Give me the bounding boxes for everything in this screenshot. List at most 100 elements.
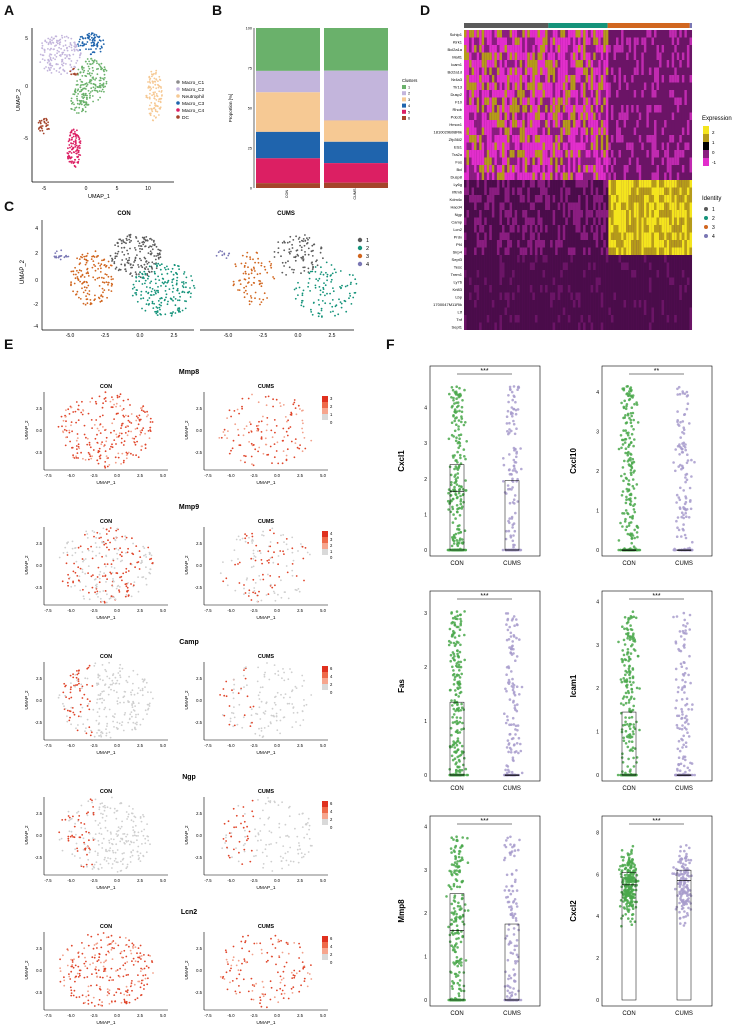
cell-point <box>86 58 89 60</box>
heatmap-cell <box>583 142 586 150</box>
cell-point <box>100 295 102 297</box>
heatmap-cell <box>666 75 670 83</box>
heatmap-cell <box>481 195 485 203</box>
heatmap-cell <box>524 120 528 128</box>
heatmap-cell <box>613 135 617 143</box>
heatmap-cell <box>524 37 528 45</box>
cell-point <box>102 277 105 280</box>
heatmap-cell <box>560 210 563 218</box>
heatmap-cell <box>512 270 515 278</box>
heatmap-cell <box>654 97 657 105</box>
heatmap-cell <box>631 82 634 90</box>
heatmap-cell <box>631 60 634 68</box>
heatmap-cell <box>534 60 538 68</box>
heatmap-cell <box>494 210 497 218</box>
heatmap-cell <box>545 135 548 143</box>
heatmap-cell <box>603 232 606 240</box>
heatmap-cell <box>638 195 642 203</box>
heatmap-cell <box>524 247 528 255</box>
heatmap-cell <box>656 307 660 315</box>
heatmap-cell <box>489 97 492 105</box>
heatmap-cell <box>661 180 665 188</box>
cell-point <box>90 57 92 60</box>
cell-point <box>43 49 46 52</box>
heatmap-cell <box>562 67 566 75</box>
heatmap-cell <box>583 52 586 60</box>
heatmap-cell <box>542 30 546 38</box>
heatmap-cell <box>552 60 556 68</box>
heatmap-cell <box>527 45 530 53</box>
heatmap-cell <box>656 232 660 240</box>
heatmap-cell <box>671 232 675 240</box>
cell-point <box>123 246 126 249</box>
heatmap-cell <box>565 300 568 308</box>
heatmap-cell <box>496 240 500 248</box>
heatmap-cell <box>600 52 604 60</box>
heatmap-cell <box>560 82 563 90</box>
heatmap-cell <box>524 97 528 105</box>
cell-point <box>178 299 181 302</box>
heatmap-cell <box>570 187 573 195</box>
heatmap-cell <box>674 67 677 75</box>
heatmap-cell <box>664 322 667 330</box>
heatmap-cell <box>486 262 490 270</box>
heatmap-cell <box>585 172 589 180</box>
heatmap-cell <box>502 307 505 315</box>
heatmap-cell <box>603 247 606 255</box>
cell-point <box>65 35 68 38</box>
heatmap-cell <box>659 120 662 128</box>
heatmap-cell <box>674 165 677 173</box>
heatmap-cell <box>648 67 652 75</box>
heatmap-cell <box>489 127 492 135</box>
cell-point <box>76 276 79 278</box>
heatmap-cell <box>603 262 606 270</box>
cell-point <box>185 281 187 284</box>
heatmap-cell <box>613 300 617 308</box>
heatmap-cell <box>469 172 472 180</box>
heatmap-cell <box>605 202 609 210</box>
heatmap-cell <box>570 75 573 83</box>
heatmap-cell <box>590 105 594 113</box>
heatmap-cell <box>603 195 606 203</box>
heatmap-cell <box>580 285 584 293</box>
heatmap-cell <box>598 165 601 173</box>
heatmap-cell <box>527 52 530 60</box>
panel-label-e: E <box>4 336 14 352</box>
heatmap-cell <box>613 82 617 90</box>
heatmap-cell <box>550 262 553 270</box>
heatmap-cell <box>542 210 546 218</box>
heatmap-cell <box>529 105 533 113</box>
heatmap-cell <box>491 135 495 143</box>
heatmap-cell <box>507 90 510 98</box>
heatmap-cell <box>540 67 543 75</box>
heatmap-cell <box>496 165 500 173</box>
heatmap-cell <box>565 180 568 188</box>
cell-point <box>90 42 93 44</box>
cell-point <box>73 93 76 96</box>
heatmap-cell <box>686 172 690 180</box>
bar-segment <box>324 182 388 188</box>
heatmap-cell <box>623 75 627 83</box>
heatmap-cell <box>489 202 492 210</box>
heatmap-cell <box>626 142 629 150</box>
heatmap-cell <box>679 75 682 83</box>
heatmap-cell <box>656 195 660 203</box>
heatmap-cell <box>540 315 543 323</box>
heatmap-cell <box>603 300 606 308</box>
heatmap-cell <box>656 60 660 68</box>
heatmap-cell <box>646 210 649 218</box>
cell-point <box>66 55 68 58</box>
cell-point <box>47 37 50 40</box>
heatmap-cell <box>654 277 657 285</box>
heatmap-cell <box>623 97 627 105</box>
heatmap-cell <box>671 255 675 263</box>
heatmap-cell <box>598 292 601 300</box>
heatmap-cell <box>466 262 470 270</box>
heatmap-cell <box>484 142 487 150</box>
heatmap-cell <box>514 270 518 278</box>
heatmap-cell <box>631 187 634 195</box>
heatmap-cell <box>631 285 634 293</box>
heatmap-cell <box>631 52 634 60</box>
heatmap-cell <box>636 232 639 240</box>
cell-point <box>81 274 84 277</box>
